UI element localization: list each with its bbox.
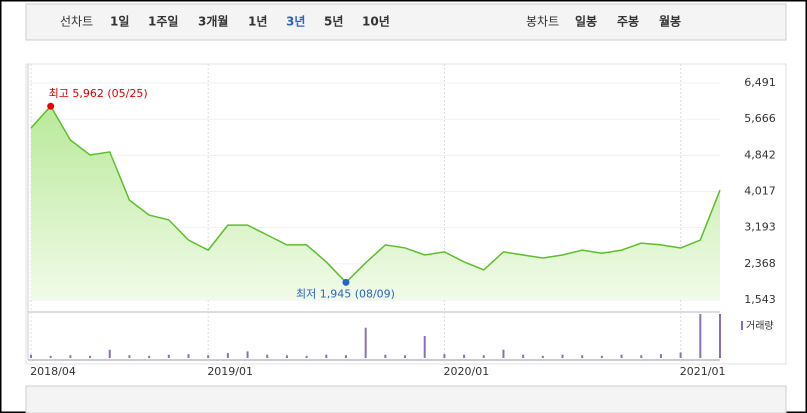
low-marker xyxy=(342,278,350,286)
volume-bar xyxy=(679,352,682,358)
x-tick-label: 2021/01 xyxy=(680,365,726,378)
plot-frame xyxy=(25,63,787,365)
volume-bar xyxy=(285,355,288,358)
y-tick-label: 2,368 xyxy=(744,257,776,270)
tab-bar xyxy=(25,3,787,41)
volume-bar xyxy=(69,355,72,358)
volume-bar xyxy=(187,354,190,358)
volume-bar xyxy=(463,354,466,358)
volume-bar xyxy=(344,355,347,358)
volume-bar xyxy=(561,354,564,358)
x-tick-label: 2018/04 xyxy=(30,365,76,378)
volume-legend: 거래량 xyxy=(746,320,774,332)
volume-bar xyxy=(246,351,249,358)
high-marker xyxy=(47,102,55,110)
volume-bar xyxy=(207,355,210,358)
period-tab[interactable]: 1년 xyxy=(248,15,267,29)
volume-bar xyxy=(89,355,92,358)
volume-bar xyxy=(522,354,525,358)
volume-bar xyxy=(640,355,643,358)
volume-bar xyxy=(699,314,702,358)
volume-bar xyxy=(502,349,505,358)
bottom-bar xyxy=(25,385,787,413)
volume-bar xyxy=(364,327,367,358)
x-tick-label: 2020/01 xyxy=(444,365,490,378)
volume-bar xyxy=(226,353,229,358)
area xyxy=(31,106,720,300)
period-tab[interactable]: 3개월 xyxy=(198,14,228,29)
volume-bar xyxy=(266,354,269,358)
candle-tab[interactable]: 월봉 xyxy=(659,14,681,29)
y-tick-label: 1,543 xyxy=(744,293,776,306)
period-tab[interactable]: 5년 xyxy=(324,15,343,29)
volume-bar xyxy=(49,355,52,358)
volume-bar xyxy=(423,336,426,358)
y-tick-label: 6,491 xyxy=(744,76,776,89)
high-annotation: 최고 5,962 (05/25) xyxy=(49,87,148,100)
volume-bar xyxy=(620,354,623,358)
y-tick-label: 4,842 xyxy=(744,148,776,161)
volume-bar xyxy=(305,355,308,358)
tab-label: 선차트 xyxy=(60,15,93,29)
volume-bar xyxy=(719,314,721,358)
candle-tab[interactable]: 일봉 xyxy=(575,15,597,29)
volume-legend-swatch xyxy=(741,321,743,330)
period-tab[interactable]: 3년 xyxy=(286,15,305,29)
volume-bar xyxy=(443,354,446,358)
volume-bar xyxy=(541,355,544,358)
period-tab[interactable]: 1주일 xyxy=(148,15,178,29)
y-tick-label: 5,666 xyxy=(744,112,776,125)
volume-bar xyxy=(325,354,328,358)
price-line xyxy=(30,104,721,284)
volume-bar xyxy=(108,349,111,358)
low-annotation: 최저 1,945 (08/09) xyxy=(296,287,395,300)
volume-bar xyxy=(384,354,387,358)
period-tab[interactable]: 1일 xyxy=(110,15,129,29)
volume-bar xyxy=(148,355,151,358)
y-tick-label: 3,193 xyxy=(744,221,776,234)
y-tick-label: 4,017 xyxy=(744,185,776,198)
tab-label: 봉차트 xyxy=(526,15,559,29)
volume-bar xyxy=(659,354,662,358)
x-tick-label: 2019/01 xyxy=(207,365,253,378)
period-tab[interactable]: 10년 xyxy=(362,15,390,29)
volume-bar xyxy=(482,355,485,358)
volume-bar xyxy=(128,355,131,358)
volume-bar xyxy=(30,354,32,358)
candle-tab[interactable]: 주봉 xyxy=(617,15,639,29)
volume-bar xyxy=(404,355,407,358)
volume-bar xyxy=(167,354,170,358)
volume-bar xyxy=(581,355,584,358)
volume-bar xyxy=(600,355,603,358)
